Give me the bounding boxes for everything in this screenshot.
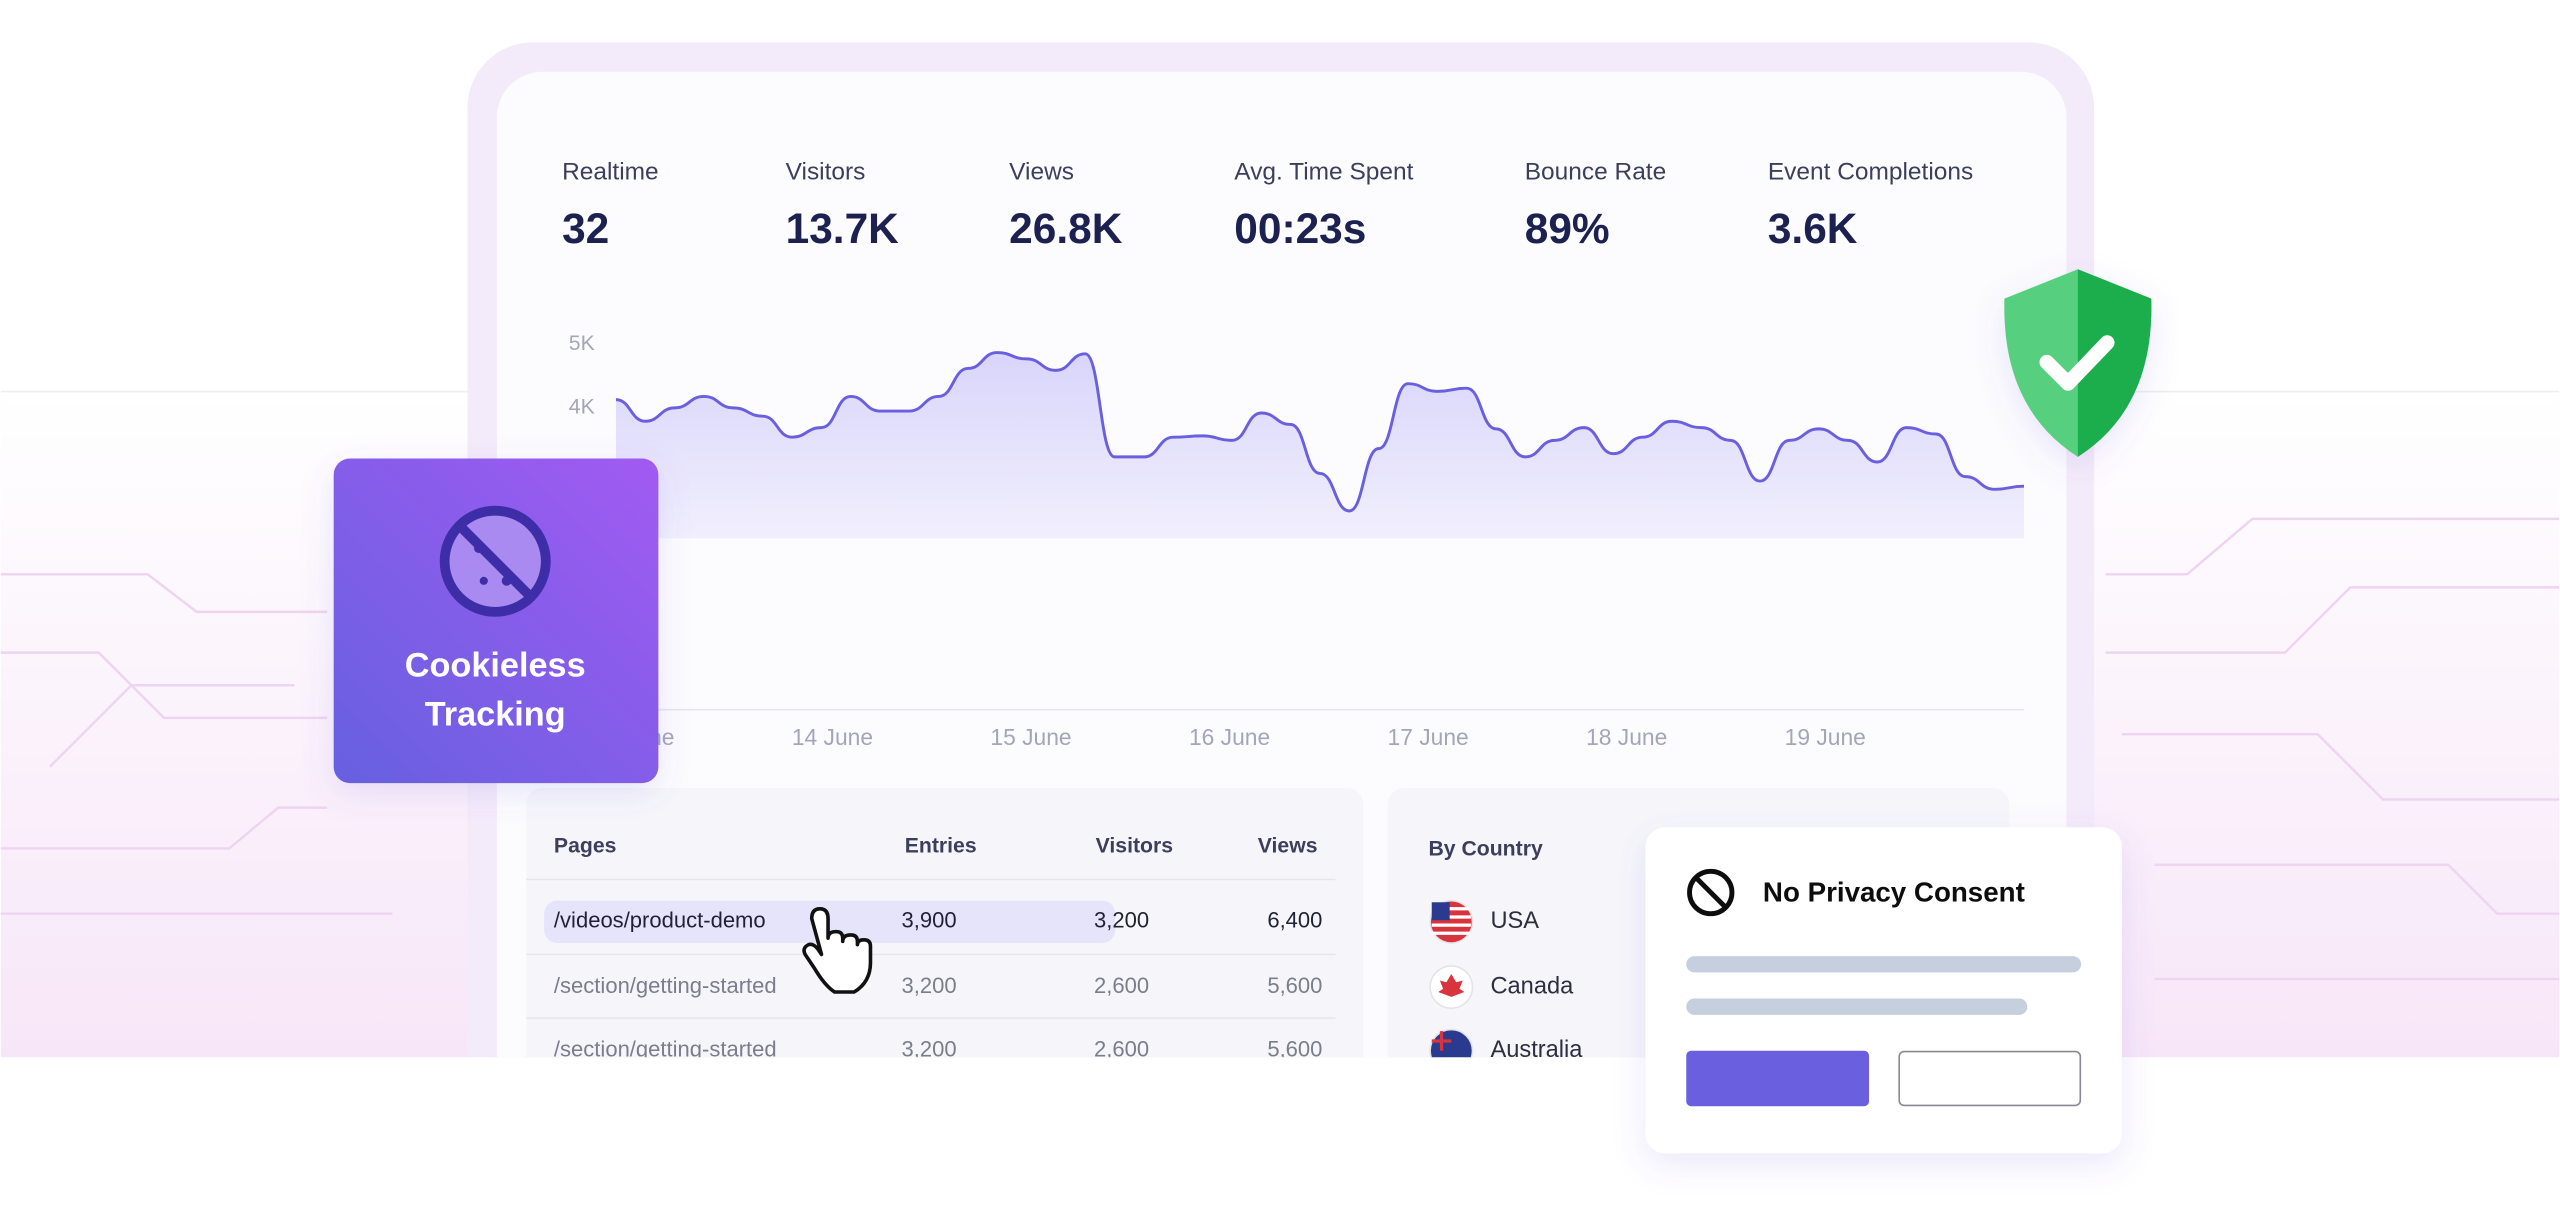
stat-value: 00:23s (1234, 205, 1366, 252)
stat-value: 13.7K (786, 205, 900, 252)
pages-table: Pages Entries Visitors Views/videos/product… (526, 834, 1336, 1062)
chart: 5K 4K (569, 332, 2025, 539)
x-tick-label: 17 June (1388, 724, 1469, 750)
accept-button[interactable] (1686, 1050, 1869, 1107)
flag-leaf (1438, 974, 1465, 997)
dashboard: Realtime 32 Visitors 13.7K Views 26.8K Avg. Ti… (467, 42, 2095, 1063)
country-name: Australia (1490, 1037, 1583, 1063)
x-tick-label: 18 June (1586, 724, 1667, 750)
stats: Realtime 32 Visitors 13.7K Views 26.8K Avg. Ti… (562, 158, 1973, 251)
badge-line: Cookieless (405, 646, 586, 684)
consent-title: No Privacy Consent (1763, 876, 2025, 907)
stat-value: 89% (1525, 205, 1610, 252)
y-tick-label: 5K (569, 332, 595, 355)
table-cell: 5,600 (1267, 973, 1322, 998)
stat-label: Visitors (786, 158, 866, 185)
y-tick-label: 4K (569, 396, 595, 419)
country-name: USA (1490, 908, 1539, 934)
table-cell: 2,600 (1094, 1037, 1149, 1062)
x-tick-label: 19 June (1785, 724, 1866, 750)
flag-canton (1431, 902, 1450, 921)
flag-star (1431, 1031, 1452, 1051)
badge-line: Tracking (425, 695, 566, 733)
x-tick-label: 16 June (1189, 724, 1270, 750)
shield (2004, 269, 2152, 457)
table-cell: 6,400 (1267, 908, 1322, 933)
cookieless-badge: Cookieless Tracking (333, 458, 659, 784)
flag (1429, 1028, 1474, 1058)
table-cell: 3,900 (901, 908, 956, 933)
table-cell: /section/getting-started (554, 1037, 777, 1062)
column-header: Visitors (1096, 834, 1173, 857)
x-tick-label: 15 June (990, 724, 1071, 750)
stat-value: 32 (562, 205, 609, 252)
table-cell: 3,200 (1094, 908, 1149, 933)
stat-label: Event Completions (1768, 158, 1973, 185)
stat-value: 26.8K (1009, 205, 1123, 252)
country-list: By Country USA Canada Australia (1428, 838, 1583, 1063)
column-header: Views (1258, 834, 1318, 857)
panel-title: By Country (1428, 838, 1542, 861)
area (615, 352, 2024, 539)
stat-label: Bounce Rate (1525, 158, 1666, 185)
table-cell: /videos/product-demo (554, 908, 766, 933)
cursor (802, 906, 873, 994)
consent-card: No Privacy Consent (1645, 827, 2122, 1154)
table-cell: /section/getting-started (554, 973, 777, 998)
stat-value: 3.6K (1768, 205, 1858, 252)
stat-label: Realtime (562, 158, 659, 185)
column-header: Entries (905, 834, 977, 857)
table-cell: 5,600 (1267, 1037, 1322, 1062)
decline-button[interactable] (1898, 1050, 2082, 1107)
x-tick-label: 14 June (792, 724, 873, 750)
stat-label: Avg. Time Spent (1234, 158, 1413, 185)
table-cell: 3,200 (901, 973, 956, 998)
table-cell: 2,600 (1094, 973, 1149, 998)
column-header: Pages (554, 834, 616, 857)
table-cell: 3,200 (901, 1037, 956, 1062)
line (615, 351, 2025, 513)
country-name: Canada (1490, 973, 1574, 999)
stat-label: Views (1009, 158, 1074, 185)
